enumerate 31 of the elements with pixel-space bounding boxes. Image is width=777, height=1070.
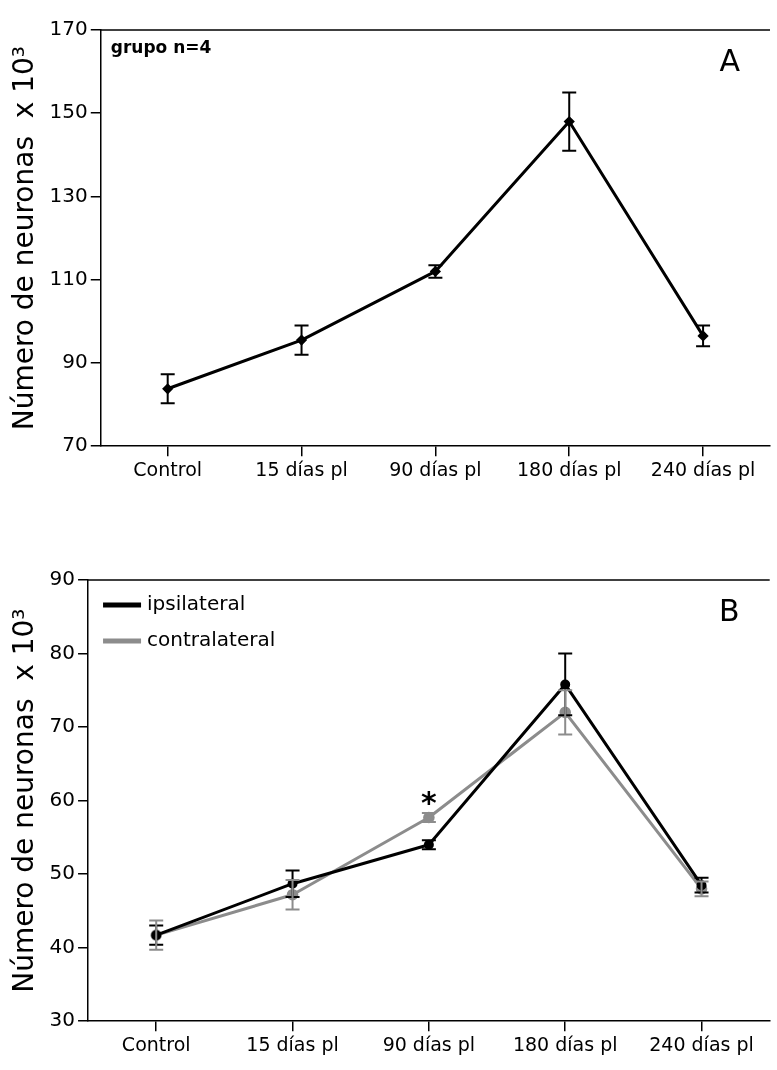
annotation: grupo n=4	[110, 36, 212, 57]
y-tick-label: 90	[49, 566, 76, 591]
y-tick-label: 40	[49, 933, 76, 958]
y-tick-label: 170	[49, 16, 88, 41]
y-tick-label: 70	[49, 713, 76, 738]
x-tick-label: 15 días pl	[255, 457, 348, 480]
x-tick-label: 180 días pl	[516, 457, 622, 480]
y-tick-label: 90	[62, 349, 88, 374]
legend-label: ipsilateral	[147, 591, 246, 616]
y-tick-label: 30	[49, 1007, 76, 1032]
y-axis-title: Número de neuronas x 10³	[7, 45, 41, 431]
y-tick-label: 70	[62, 432, 88, 457]
x-tick-label: 90 días pl	[389, 457, 482, 480]
x-tick-label: 240 días pl	[650, 457, 756, 480]
annotation: *	[421, 785, 438, 821]
y-tick-label: 130	[49, 182, 88, 207]
y-tick-label: 110	[49, 265, 88, 290]
y-tick-label: 50	[49, 860, 76, 885]
y-axis-title: Número de neuronas x 10³	[7, 608, 41, 993]
y-tick-label: 60	[49, 786, 76, 811]
x-tick-label: Control	[121, 1032, 191, 1055]
x-tick-label: 15 días pl	[246, 1032, 339, 1055]
x-tick-label: Control	[133, 457, 203, 480]
annotation: A	[719, 42, 741, 78]
y-tick-label: 80	[49, 639, 76, 664]
x-tick-label: 180 días pl	[512, 1032, 618, 1055]
y-tick-label: 150	[49, 99, 88, 124]
x-tick-label: 240 días pl	[649, 1032, 754, 1055]
legend-label: contralateral	[147, 627, 276, 652]
x-tick-label: 90 días pl	[382, 1032, 476, 1055]
annotation: B	[719, 592, 740, 628]
